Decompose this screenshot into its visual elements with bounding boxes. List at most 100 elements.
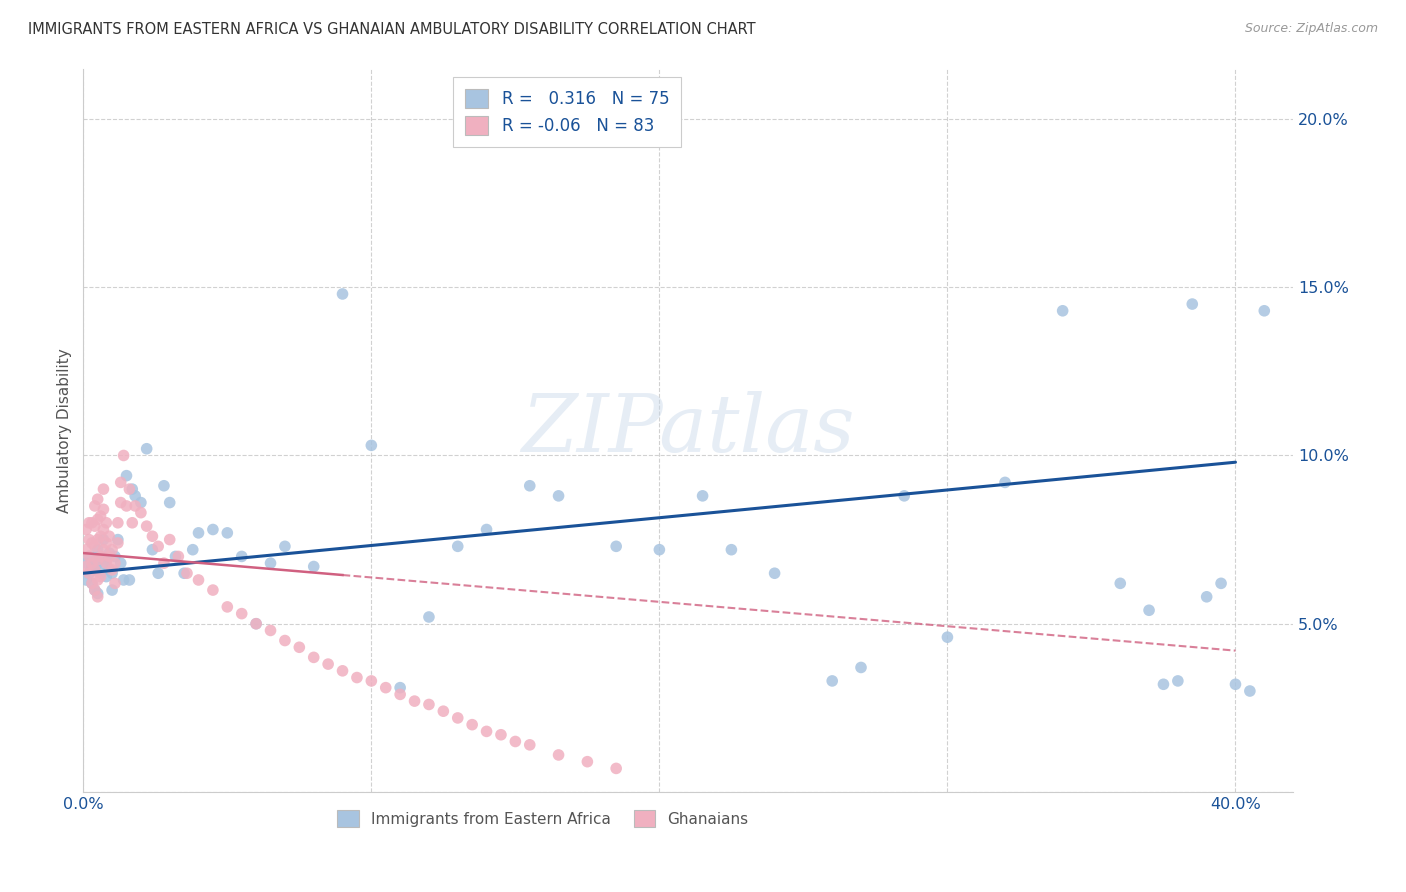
Point xyxy=(648,542,671,557)
Point xyxy=(173,566,195,581)
Point xyxy=(374,681,396,695)
Point xyxy=(547,489,569,503)
Point xyxy=(389,681,412,695)
Point xyxy=(475,523,498,537)
Point xyxy=(159,495,181,509)
Point xyxy=(115,468,138,483)
Point xyxy=(98,563,121,577)
Point xyxy=(83,563,105,577)
Point xyxy=(77,516,100,530)
Point xyxy=(187,573,209,587)
Point xyxy=(332,287,354,301)
Point xyxy=(83,539,105,553)
Point xyxy=(121,482,143,496)
Point xyxy=(80,559,103,574)
Point xyxy=(93,523,115,537)
Point xyxy=(1109,576,1132,591)
Point xyxy=(432,704,454,718)
Point xyxy=(135,442,157,456)
Point xyxy=(90,509,112,524)
Point xyxy=(86,590,108,604)
Point xyxy=(176,566,198,581)
Point xyxy=(1152,677,1174,691)
Point xyxy=(316,657,339,672)
Point xyxy=(124,499,146,513)
Point xyxy=(461,717,484,731)
Point xyxy=(101,542,124,557)
Point xyxy=(129,495,152,509)
Point xyxy=(107,536,129,550)
Point xyxy=(1167,673,1189,688)
Point xyxy=(101,563,124,577)
Point xyxy=(80,556,103,570)
Point xyxy=(96,556,118,570)
Point xyxy=(821,673,844,688)
Point xyxy=(83,563,105,577)
Point xyxy=(107,516,129,530)
Point xyxy=(217,599,239,614)
Point xyxy=(77,549,100,564)
Point xyxy=(104,576,127,591)
Point xyxy=(118,482,141,496)
Point xyxy=(148,539,170,553)
Point xyxy=(389,687,412,701)
Point xyxy=(86,556,108,570)
Point xyxy=(302,559,325,574)
Point xyxy=(80,536,103,550)
Point xyxy=(159,533,181,547)
Point xyxy=(245,616,267,631)
Point xyxy=(936,630,959,644)
Point xyxy=(360,438,382,452)
Point xyxy=(1137,603,1160,617)
Text: Source: ZipAtlas.com: Source: ZipAtlas.com xyxy=(1244,22,1378,36)
Point xyxy=(93,556,115,570)
Point xyxy=(110,556,132,570)
Point xyxy=(605,539,627,553)
Point xyxy=(83,583,105,598)
Point xyxy=(489,728,512,742)
Point xyxy=(86,492,108,507)
Point xyxy=(118,573,141,587)
Point xyxy=(135,519,157,533)
Point xyxy=(181,542,204,557)
Point xyxy=(80,516,103,530)
Point xyxy=(519,738,541,752)
Point xyxy=(96,553,118,567)
Point xyxy=(274,539,297,553)
Point xyxy=(418,698,440,712)
Point xyxy=(763,566,786,581)
Point xyxy=(332,664,354,678)
Point xyxy=(1239,684,1261,698)
Point xyxy=(112,573,135,587)
Point xyxy=(720,542,742,557)
Point xyxy=(849,660,872,674)
Point xyxy=(141,542,163,557)
Point xyxy=(93,482,115,496)
Point xyxy=(148,566,170,581)
Point xyxy=(83,583,105,598)
Point xyxy=(153,479,176,493)
Point xyxy=(96,516,118,530)
Point xyxy=(1225,677,1247,691)
Point xyxy=(994,475,1017,490)
Point xyxy=(447,539,470,553)
Point xyxy=(90,549,112,564)
Point xyxy=(124,489,146,503)
Point xyxy=(187,525,209,540)
Point xyxy=(1052,303,1074,318)
Point xyxy=(86,553,108,567)
Point xyxy=(93,502,115,516)
Point xyxy=(77,566,100,581)
Point xyxy=(505,734,527,748)
Point xyxy=(75,573,97,587)
Text: IMMIGRANTS FROM EASTERN AFRICA VS GHANAIAN AMBULATORY DISABILITY CORRELATION CHA: IMMIGRANTS FROM EASTERN AFRICA VS GHANAI… xyxy=(28,22,756,37)
Point xyxy=(231,549,253,564)
Point xyxy=(259,624,281,638)
Point xyxy=(110,475,132,490)
Point xyxy=(519,479,541,493)
Point xyxy=(86,573,108,587)
Point xyxy=(75,542,97,557)
Point xyxy=(75,559,97,574)
Point xyxy=(418,610,440,624)
Point xyxy=(98,529,121,543)
